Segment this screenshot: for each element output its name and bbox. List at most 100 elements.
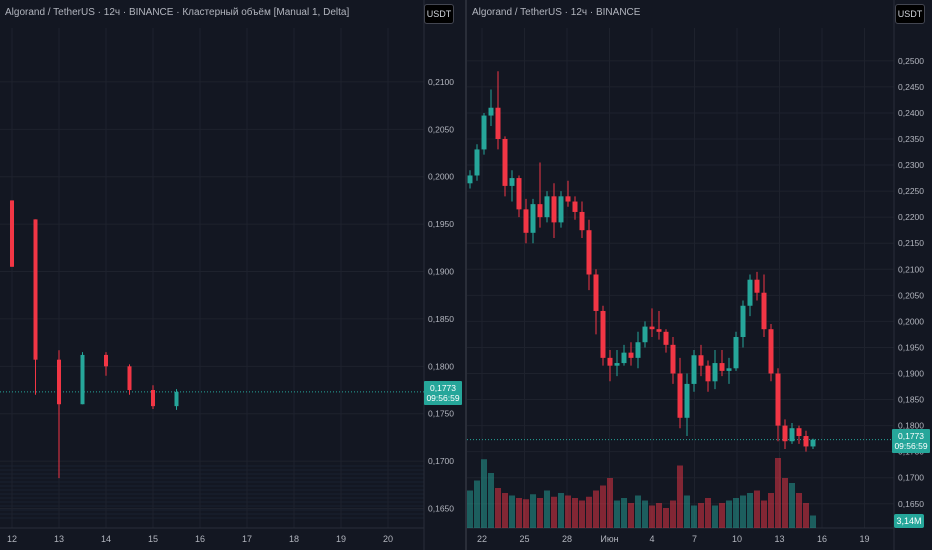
volume-bar bbox=[726, 500, 732, 528]
y-tick-label: 0,2500 bbox=[898, 56, 924, 66]
candle-body bbox=[614, 363, 620, 366]
y-tick-label: 0,2100 bbox=[428, 77, 454, 87]
y-tick-label: 0,2300 bbox=[898, 160, 924, 170]
candle-body bbox=[607, 357, 613, 366]
y-tick-label: 0,1800 bbox=[898, 421, 924, 431]
volume-bar bbox=[544, 490, 550, 528]
volume-bar bbox=[670, 500, 676, 528]
left-chart-title: Algorand / TetherUS · 12ч · BINANCE · Кл… bbox=[5, 7, 350, 18]
candle-body bbox=[502, 139, 508, 186]
volume-bar bbox=[642, 500, 648, 528]
candle-body bbox=[481, 115, 487, 150]
volume-bar bbox=[649, 505, 655, 528]
y-tick-label: 0,2000 bbox=[428, 172, 454, 182]
candle-body bbox=[509, 178, 515, 186]
x-tick-label: 22 bbox=[477, 534, 487, 544]
volume-bar bbox=[586, 496, 592, 528]
candle-body bbox=[523, 209, 529, 233]
y-tick-label: 0,1650 bbox=[898, 499, 924, 509]
candle-body bbox=[516, 178, 522, 210]
volume-bar bbox=[558, 493, 564, 528]
candle-body bbox=[80, 354, 85, 405]
volume-bar bbox=[698, 503, 704, 528]
candle-body bbox=[57, 359, 61, 405]
volume-bar bbox=[537, 498, 543, 528]
y-tick-label: 0,2450 bbox=[898, 82, 924, 92]
candle-body bbox=[810, 439, 816, 447]
candle-body bbox=[467, 175, 473, 184]
y-tick-label: 0,1950 bbox=[898, 342, 924, 352]
volume-bar bbox=[481, 459, 487, 528]
x-tick-label: 28 bbox=[562, 534, 572, 544]
right-last-price-label: 0,1773 09:56:59 bbox=[892, 429, 930, 453]
volume-bar bbox=[516, 498, 522, 528]
candle-body bbox=[474, 149, 480, 176]
candle-body bbox=[656, 329, 662, 332]
volume-bar bbox=[810, 515, 816, 528]
volume-bar bbox=[677, 465, 683, 528]
candle-body bbox=[127, 366, 132, 391]
left-currency-button[interactable]: USDT bbox=[424, 4, 454, 24]
volume-bar bbox=[705, 498, 711, 528]
right-price-value: 0,1773 bbox=[898, 431, 924, 441]
volume-bar bbox=[621, 498, 627, 528]
candle-body bbox=[586, 230, 592, 275]
right-chart-pane[interactable]: 0,2500 0,2450 0,2400 0,2350 0,2300 0,2250 0,22… bbox=[467, 0, 932, 550]
left-chart-pane[interactable]: 0,2100 0,2050 0,2000 0,1950 0,1900 0,1850 0,18… bbox=[0, 0, 465, 550]
candle-body bbox=[488, 107, 494, 116]
candle-body bbox=[600, 310, 606, 358]
right-currency-button[interactable]: USDT bbox=[895, 4, 925, 24]
left-price-value: 0,1773 bbox=[430, 383, 456, 393]
candle-body bbox=[495, 107, 501, 140]
y-tick-label: 0,1900 bbox=[898, 368, 924, 378]
candle-body bbox=[740, 305, 746, 338]
right-volume-label: 3,14M bbox=[894, 514, 924, 528]
x-tick-label: 13 bbox=[54, 534, 64, 544]
x-tick-label: 14 bbox=[101, 534, 111, 544]
x-tick-label: 13 bbox=[774, 534, 784, 544]
candle-body bbox=[530, 204, 536, 233]
y-tick-label: 0,1950 bbox=[428, 219, 454, 229]
volume-bar bbox=[607, 478, 613, 528]
y-tick-label: 0,2250 bbox=[898, 186, 924, 196]
volume-bar bbox=[530, 494, 536, 528]
volume-bar bbox=[551, 496, 557, 528]
volume-bar bbox=[635, 495, 641, 528]
x-tick-label: 20 bbox=[383, 534, 393, 544]
candle-body bbox=[789, 428, 795, 442]
volume-bar bbox=[523, 499, 529, 528]
candle-body bbox=[572, 201, 578, 212]
volume-bar bbox=[803, 503, 809, 528]
volume-bar bbox=[789, 483, 795, 528]
x-tick-label: 10 bbox=[732, 534, 742, 544]
volume-bar bbox=[565, 495, 571, 528]
volume-bar bbox=[775, 458, 781, 528]
candle-body bbox=[174, 391, 179, 407]
volume-bar bbox=[628, 503, 634, 528]
pane-divider[interactable] bbox=[465, 0, 467, 550]
y-tick-label: 0,1850 bbox=[428, 314, 454, 324]
volume-bar bbox=[719, 503, 725, 528]
volume-bar bbox=[782, 478, 788, 528]
left-last-price-label: 0,1773 09:56:59 bbox=[424, 381, 462, 405]
candle-body bbox=[712, 363, 718, 382]
candle-body bbox=[33, 219, 38, 360]
volume-bar bbox=[740, 495, 746, 528]
left-candlestick-chart[interactable]: 0,2100 0,2050 0,2000 0,1950 0,1900 0,1850 0,18… bbox=[0, 0, 465, 550]
x-tick-label: 18 bbox=[289, 534, 299, 544]
x-tick-label: 25 bbox=[519, 534, 529, 544]
candle-body bbox=[663, 331, 669, 345]
volume-bar bbox=[691, 505, 697, 528]
candle-body bbox=[775, 373, 781, 426]
right-candlestick-chart[interactable]: 0,2500 0,2450 0,2400 0,2350 0,2300 0,2250 0,22… bbox=[467, 0, 932, 550]
candle-body bbox=[796, 428, 802, 437]
candle-body bbox=[761, 292, 767, 330]
y-tick-label: 0,2100 bbox=[898, 264, 924, 274]
y-tick-label: 0,2200 bbox=[898, 212, 924, 222]
volume-bar bbox=[733, 498, 739, 528]
volume-bar bbox=[796, 493, 802, 528]
x-tick-label: 16 bbox=[195, 534, 205, 544]
volume-bar bbox=[614, 500, 620, 528]
x-tick-label: 16 bbox=[817, 534, 827, 544]
volume-bar bbox=[663, 508, 669, 528]
